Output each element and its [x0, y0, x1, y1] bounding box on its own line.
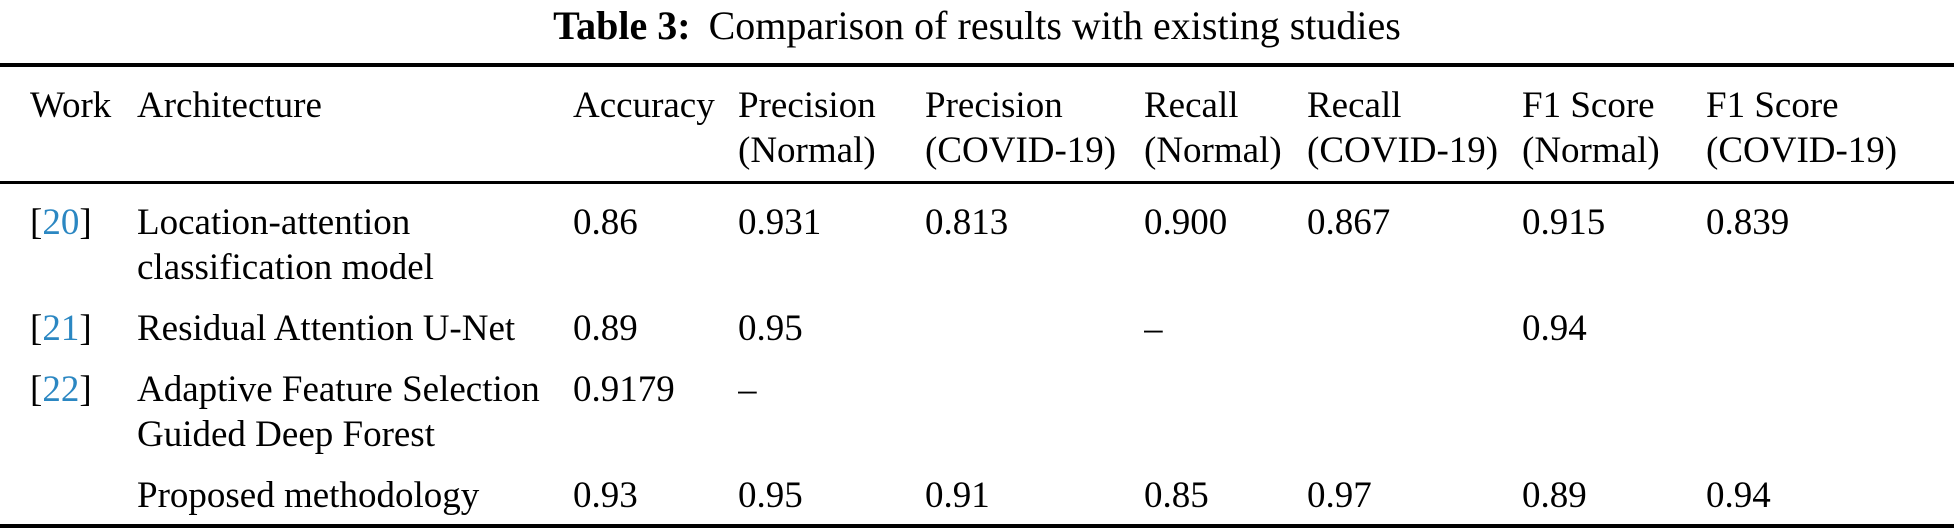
table-caption-label: Table 3:	[553, 3, 691, 48]
cell-f1-normal: 0.915	[1522, 202, 1606, 243]
citation-bracket: [	[30, 202, 43, 243]
citation-link[interactable]: 22	[42, 369, 80, 410]
cell-precision-normal: 0.95	[738, 308, 803, 349]
header-row: Work Architecture Accuracy Precision (No…	[0, 65, 1954, 184]
column-header-f1-normal: F1 Score (Normal)	[1522, 65, 1706, 184]
table-row: [21] Residual Attention U-Net 0.89 0.95 …	[0, 290, 1954, 351]
cell-precision-covid19: 0.91	[925, 475, 990, 516]
column-header-precision-normal: Precision (Normal)	[738, 65, 925, 184]
table-caption-text: Comparison of results with existing stud…	[708, 3, 1401, 48]
cell-work: [20]	[0, 183, 137, 291]
cell-precision-normal: –	[738, 369, 757, 410]
cell-work	[0, 457, 137, 526]
table-row: [22] Adaptive Feature Selection Guided D…	[0, 351, 1954, 457]
cell-accuracy: 0.9179	[573, 369, 675, 410]
cell-accuracy: 0.89	[573, 308, 638, 349]
cell-recall-covid19: 0.867	[1307, 202, 1391, 243]
cell-recall-covid19: 0.97	[1307, 475, 1372, 516]
cell-accuracy: 0.86	[573, 202, 638, 243]
cell-architecture: Residual Attention U-Net	[137, 308, 516, 349]
cell-recall-normal: 0.85	[1144, 475, 1209, 516]
table-caption: Table 3: Comparison of results with exist…	[0, 0, 1954, 52]
cell-f1-covid19	[1706, 351, 1954, 457]
cell-f1-normal: 0.89	[1522, 475, 1587, 516]
citation-link[interactable]: 20	[42, 202, 80, 243]
citation-bracket: ]	[79, 202, 92, 243]
cell-work: [22]	[0, 351, 137, 457]
cell-precision-covid19: 0.813	[925, 202, 1009, 243]
comparison-table: Work Architecture Accuracy Precision (No…	[0, 63, 1954, 528]
column-header-f1-covid19: F1 Score (COVID-19)	[1706, 65, 1954, 184]
cell-work: [21]	[0, 290, 137, 351]
column-header-precision-covid19: Precision (COVID-19)	[925, 65, 1144, 184]
cell-f1-covid19: 0.94	[1706, 475, 1771, 516]
cell-recall-normal: 0.900	[1144, 202, 1228, 243]
cell-precision-normal: 0.931	[738, 202, 822, 243]
cell-f1-normal	[1522, 351, 1706, 457]
column-header-recall-normal: Recall (Normal)	[1144, 65, 1307, 184]
citation-link[interactable]: 21	[42, 308, 80, 349]
cell-precision-covid19	[925, 290, 1144, 351]
cell-f1-covid19: 0.839	[1706, 202, 1790, 243]
column-header-accuracy: Accuracy	[573, 65, 738, 184]
cell-precision-covid19	[925, 351, 1144, 457]
table-row: Proposed methodology 0.93 0.95 0.91 0.85…	[0, 457, 1954, 526]
cell-recall-normal: –	[1144, 308, 1163, 349]
cell-accuracy: 0.93	[573, 475, 638, 516]
cell-precision-normal: 0.95	[738, 475, 803, 516]
table-row: [20] Location-attention classification m…	[0, 183, 1954, 291]
column-header-architecture: Architecture	[137, 65, 573, 184]
cell-recall-covid19	[1307, 351, 1522, 457]
column-header-recall-covid19: Recall (COVID-19)	[1307, 65, 1522, 184]
citation-bracket: [	[30, 369, 43, 410]
cell-f1-covid19	[1706, 290, 1954, 351]
cell-architecture: Adaptive Feature Selection Guided Deep F…	[137, 369, 540, 455]
citation-bracket: ]	[79, 308, 92, 349]
cell-architecture: Location-attention classification model	[137, 202, 434, 288]
citation-bracket: [	[30, 308, 43, 349]
cell-recall-normal	[1144, 351, 1307, 457]
citation-bracket: ]	[79, 369, 92, 410]
cell-recall-covid19	[1307, 290, 1522, 351]
cell-architecture: Proposed methodology	[137, 475, 480, 516]
cell-f1-normal: 0.94	[1522, 308, 1587, 349]
column-header-work: Work	[0, 65, 137, 184]
